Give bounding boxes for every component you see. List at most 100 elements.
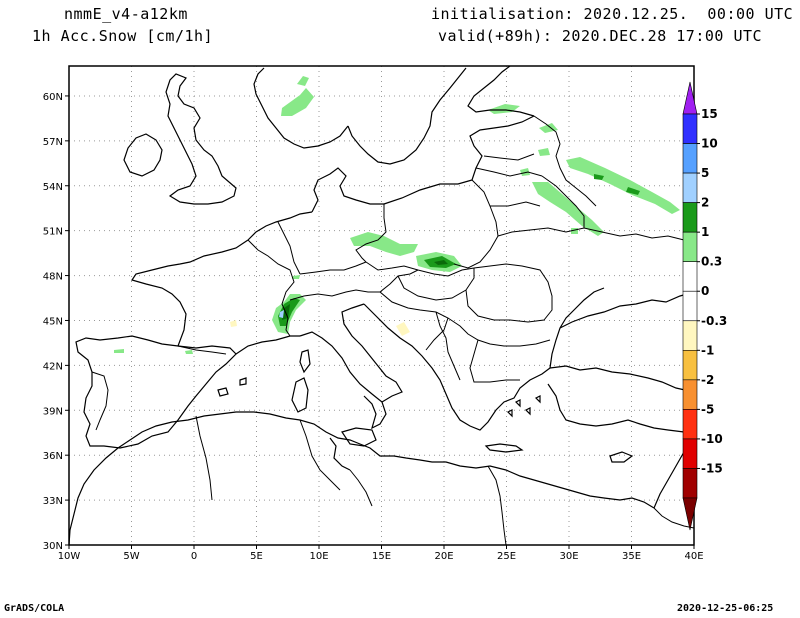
snow-fields bbox=[114, 76, 680, 354]
colorbar-label: -0.3 bbox=[701, 314, 727, 328]
border-north-africa bbox=[195, 415, 507, 545]
colorbar-label: -15 bbox=[701, 461, 723, 475]
border-poland-east bbox=[453, 179, 499, 269]
border-spain-portugal bbox=[91, 371, 109, 431]
coast-sicily bbox=[341, 427, 377, 447]
snow-area-russia-band-core bbox=[594, 174, 640, 195]
melt-area-bosnia bbox=[396, 322, 410, 336]
country-borders bbox=[91, 115, 694, 545]
colorbar-bottom-arrow bbox=[682, 497, 698, 531]
border-hungary bbox=[397, 268, 475, 301]
border-balkans bbox=[379, 291, 551, 383]
colorbar-box bbox=[682, 320, 698, 351]
coast-lowcountries bbox=[247, 211, 313, 241]
colorbar-box bbox=[682, 113, 698, 144]
border-romania bbox=[465, 263, 553, 323]
lat-label: 39N bbox=[43, 406, 63, 417]
snow-area-baltic bbox=[520, 168, 530, 176]
valid-time: valid(+89h): 2020.DEC.28 17:00 UTC bbox=[438, 27, 763, 45]
lon-label: 20E bbox=[434, 551, 453, 562]
coast-poland-baltic bbox=[383, 179, 473, 205]
colorbar-label: 5 bbox=[701, 166, 709, 180]
lon-label: 15E bbox=[372, 551, 391, 562]
snow-area-pyrenees bbox=[114, 349, 124, 353]
colorbar-box bbox=[682, 379, 698, 410]
coast-baltic-east bbox=[469, 115, 535, 181]
colorbar-label: -2 bbox=[701, 373, 714, 387]
lon-label: 10E bbox=[309, 551, 328, 562]
snow-area-norway bbox=[281, 88, 314, 116]
coast-italy bbox=[299, 303, 403, 430]
lon-label: 25E bbox=[497, 551, 516, 562]
colorbar-label: -10 bbox=[701, 432, 723, 446]
lon-label: 30E bbox=[559, 551, 578, 562]
colorbar-box bbox=[682, 409, 698, 440]
border-russia-west bbox=[533, 115, 597, 207]
colorbar-box bbox=[682, 143, 698, 174]
lat-label: 48N bbox=[43, 272, 63, 283]
coast-sweden bbox=[347, 67, 467, 165]
border-austria-hungary bbox=[379, 269, 419, 293]
coast-iberia bbox=[75, 335, 237, 449]
map-content bbox=[69, 66, 694, 545]
lat-label: 51N bbox=[43, 227, 63, 238]
snow-area-czech bbox=[350, 232, 418, 256]
border-belarus-east bbox=[541, 175, 585, 228]
colorbar-label: -1 bbox=[701, 343, 714, 357]
colorbar-box bbox=[682, 438, 698, 469]
coast-aegean-islands bbox=[506, 395, 541, 418]
field-title: 1h Acc.Snow [cm/1h] bbox=[32, 27, 214, 45]
snow-area-alps-blue bbox=[279, 310, 284, 318]
coast-sardinia bbox=[291, 377, 309, 413]
colorbar-label: 0 bbox=[701, 284, 709, 298]
coastlines bbox=[69, 66, 694, 545]
colorbar-label: 15 bbox=[701, 107, 718, 121]
snow-area-norway-north bbox=[297, 76, 309, 86]
colorbar-box bbox=[682, 172, 698, 203]
coast-norway bbox=[253, 67, 349, 149]
snow-area-pyrenees-east bbox=[185, 350, 193, 354]
snow-area-slovakia-heavy bbox=[434, 260, 448, 265]
snow-area-belarus-band bbox=[532, 182, 604, 236]
border-baltics bbox=[475, 153, 543, 207]
colorbar-label: 0.3 bbox=[701, 255, 722, 269]
lat-label: 54N bbox=[43, 182, 63, 193]
coast-north-africa bbox=[69, 411, 655, 545]
border-alps bbox=[289, 289, 380, 301]
colorbar-label: 10 bbox=[701, 137, 718, 151]
lon-label: 5W bbox=[123, 551, 139, 562]
lon-label: 35E bbox=[622, 551, 641, 562]
coast-uk bbox=[165, 73, 237, 205]
lat-label: 33N bbox=[43, 496, 63, 507]
border-middle-east bbox=[653, 507, 694, 529]
lon-label: 0 bbox=[191, 551, 197, 562]
colorbar-label: 1 bbox=[701, 225, 709, 239]
border-germany-south bbox=[299, 261, 367, 275]
snow-area-russia-band bbox=[566, 157, 680, 214]
colorbar-label: -5 bbox=[701, 402, 714, 416]
lat-label: 57N bbox=[43, 137, 63, 148]
map-frame bbox=[68, 65, 695, 546]
colorbar-box bbox=[682, 468, 698, 499]
border-germany-east bbox=[355, 204, 387, 263]
lon-label: 10W bbox=[58, 551, 81, 562]
lat-label: 30N bbox=[43, 541, 63, 552]
coast-corsica bbox=[299, 349, 311, 374]
lat-label: 36N bbox=[43, 451, 63, 462]
coast-balearic bbox=[217, 377, 247, 397]
model-title: nmmE_v4-a12km bbox=[64, 5, 188, 23]
melt-area-france bbox=[230, 320, 237, 327]
colorbar-box bbox=[682, 290, 698, 322]
footer-left: GrADS/COLA bbox=[4, 603, 65, 614]
coast-tunisia bbox=[329, 437, 351, 471]
border-france-spain bbox=[177, 345, 227, 355]
coast-finland bbox=[467, 66, 535, 117]
init-time: initialisation: 2020.12.25. 00:00 UTC bbox=[431, 5, 794, 23]
coast-crete bbox=[484, 443, 524, 453]
border-ukraine bbox=[497, 227, 694, 245]
snow-area-jura bbox=[292, 275, 300, 279]
colorbar-box bbox=[682, 202, 698, 233]
coast-turkey bbox=[547, 365, 694, 435]
colorbar-top-arrow bbox=[682, 81, 698, 115]
coast-france-west bbox=[131, 239, 249, 347]
